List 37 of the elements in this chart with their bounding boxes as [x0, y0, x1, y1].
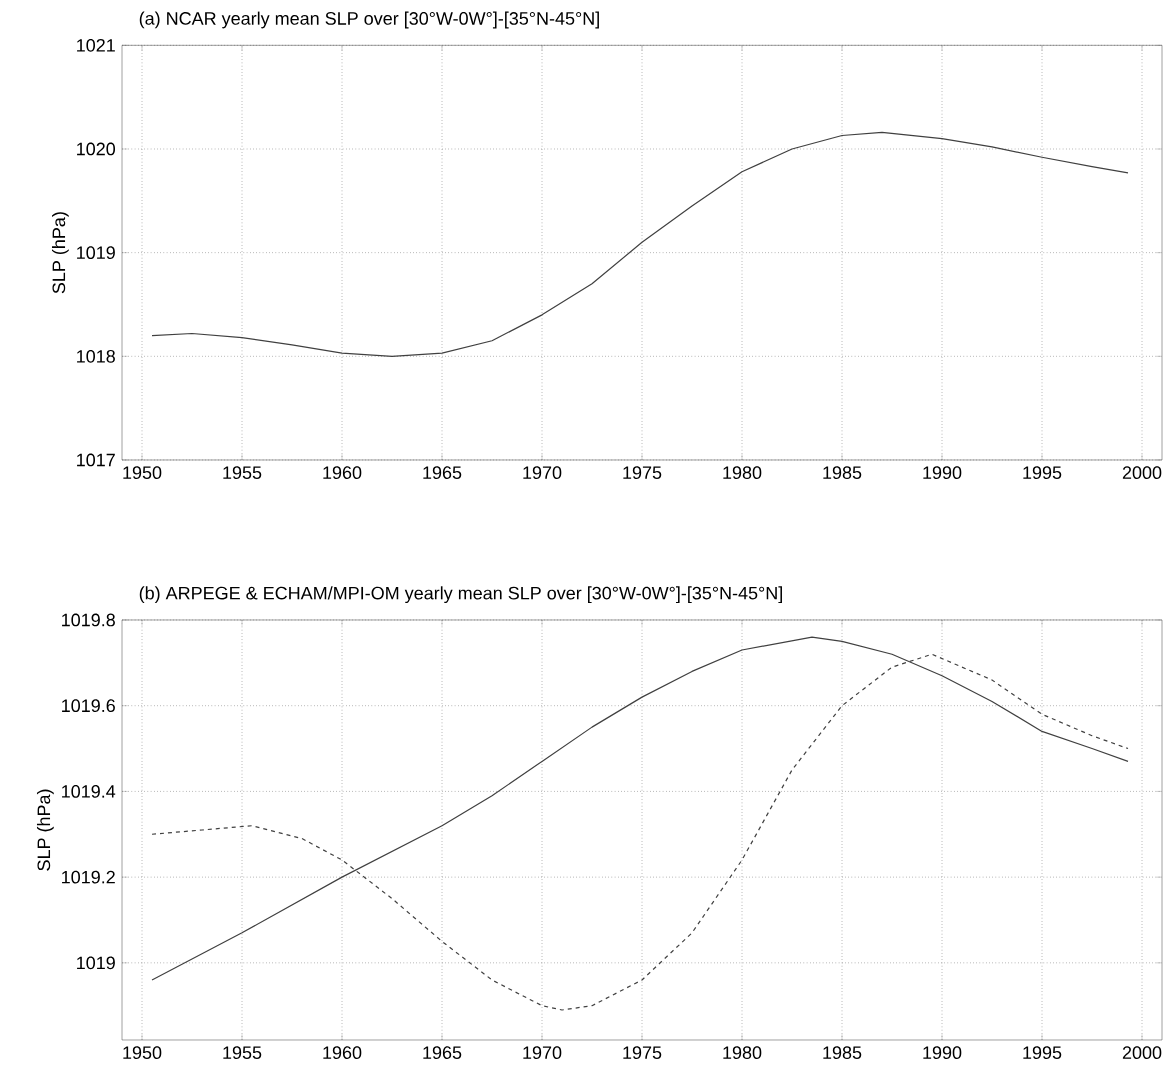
- x-tick-label: 2000: [1122, 1046, 1162, 1059]
- y-tick-label: 1018: [77, 349, 115, 363]
- x-tick-label: 1955: [223, 466, 262, 479]
- x-tick-label: 1965: [423, 466, 462, 479]
- x-tick-label: 1980: [723, 1046, 762, 1059]
- x-tick-label: 1965: [423, 1046, 462, 1059]
- x-tick-label: 1980: [723, 466, 762, 479]
- y-tick-label: 1020: [77, 142, 116, 156]
- x-tick-label: 1990: [923, 466, 962, 479]
- x-tick-label: 1960: [323, 1046, 362, 1059]
- y-tick-label: 1019.6: [62, 699, 115, 713]
- y-tick-label: 1019: [77, 246, 115, 260]
- x-tick-label: 1995: [1023, 466, 1062, 479]
- y-axis-title: SLP (hPa): [51, 212, 69, 294]
- line-series: [151, 131, 1129, 357]
- x-tick-label: 1985: [823, 466, 862, 479]
- y-tick-label: 1019: [77, 956, 115, 970]
- x-tick-label: 1950: [123, 1046, 162, 1059]
- x-tick-label: 1995: [1023, 1046, 1062, 1059]
- x-tick-label: 2000: [1122, 466, 1162, 479]
- x-tick-label: 1975: [623, 466, 662, 479]
- y-axis-title: SLP (hPa): [36, 789, 54, 871]
- y-tick-label: 1017: [77, 453, 115, 467]
- x-tick-label: 1970: [523, 466, 562, 479]
- x-tick-label: 1960: [323, 466, 362, 479]
- x-tick-label: 1990: [923, 1046, 962, 1059]
- x-tick-label: 1985: [823, 1046, 862, 1059]
- chart-title: (b) ARPEGE & ECHAM/MPI-OM yearly mean SLP over [30°W-0W°]-[35°N-45°N]: [139, 586, 782, 604]
- x-tick-label: 1970: [523, 1046, 562, 1059]
- y-tick-label: 1019.2: [62, 870, 115, 884]
- chart-title: (a) NCAR yearly mean SLP over [30°W-0W°]-[35°N-45°N]: [139, 11, 599, 29]
- y-tick-label: 1019.8: [62, 613, 115, 627]
- x-tick-label: 1955: [223, 1046, 262, 1059]
- y-tick-label: 1021: [77, 38, 115, 52]
- y-tick-label: 1019.4: [62, 785, 116, 798]
- x-tick-label: 1975: [623, 1046, 662, 1059]
- x-tick-label: 1950: [123, 466, 162, 479]
